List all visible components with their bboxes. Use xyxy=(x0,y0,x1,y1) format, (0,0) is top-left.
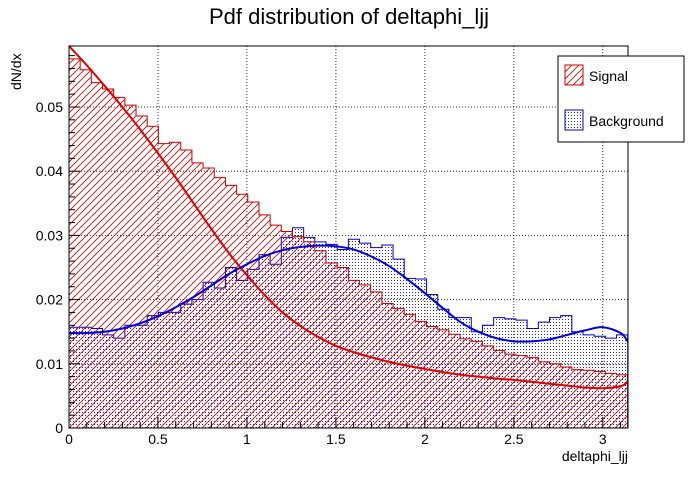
signal-bar xyxy=(560,367,572,428)
signal-bar xyxy=(326,263,338,428)
signal-bar xyxy=(113,97,125,429)
signal-outline xyxy=(68,58,629,428)
signal-bar xyxy=(214,177,226,428)
signal-bar xyxy=(281,231,293,428)
signal-bar xyxy=(549,363,561,428)
signal-bar xyxy=(493,350,505,428)
y-tick-label: 0.02 xyxy=(36,292,63,308)
signal-bar xyxy=(538,361,550,428)
signal-fit-line xyxy=(68,45,629,390)
x-axis-label: deltaphi_ljj xyxy=(562,448,628,464)
legend-signal-label: Signal xyxy=(589,68,628,84)
signal-bar xyxy=(247,202,259,428)
signal-bar xyxy=(594,371,606,428)
signal-bar xyxy=(303,241,315,428)
signal-bar xyxy=(426,326,438,428)
signal-bar xyxy=(258,214,271,428)
x-tick-label: 1 xyxy=(243,431,251,447)
signal-bar xyxy=(348,280,360,428)
x-tick-label: 0.5 xyxy=(148,431,168,447)
signal-bar xyxy=(515,355,528,428)
signal-bar xyxy=(381,303,394,428)
signal-bar xyxy=(292,236,304,428)
y-tick-label: 0.04 xyxy=(36,163,63,179)
legend-signal-swatch xyxy=(564,64,584,86)
signal-bar xyxy=(527,357,539,428)
signal-bar xyxy=(236,194,248,428)
signal-bar xyxy=(203,167,215,428)
y-tick-label: 0.03 xyxy=(36,227,63,243)
signal-bar xyxy=(91,82,103,428)
fit-curves xyxy=(68,45,629,390)
signal-bar xyxy=(571,369,584,428)
y-tick-label: 0.01 xyxy=(36,356,63,372)
legend-background-label: Background xyxy=(589,113,664,129)
signal-bar xyxy=(616,374,628,428)
signal-bar xyxy=(404,314,416,428)
signal-bar xyxy=(225,185,237,428)
signal-bar xyxy=(460,338,472,428)
signal-bar xyxy=(124,105,137,428)
signal-bar xyxy=(504,354,516,428)
x-tick-label: 0 xyxy=(65,431,73,447)
signal-bar xyxy=(102,89,114,428)
signal-bar xyxy=(69,58,81,429)
signal-bar xyxy=(136,115,148,429)
x-tick-label: 2 xyxy=(421,431,429,447)
signal-bar xyxy=(370,291,382,428)
x-tick-label: 3 xyxy=(599,431,607,447)
x-tick-label: 2.5 xyxy=(504,431,524,447)
plot-frame xyxy=(68,45,629,429)
legend: Signal Background xyxy=(557,55,685,143)
x-tick-label: 1.5 xyxy=(326,431,346,447)
background-fit-line xyxy=(68,244,629,343)
axes: 0 0.5 1 1.5 2 2.5 3 0 0.01 0.02 0.03 0.04 0.05 xyxy=(36,45,629,447)
signal-bar xyxy=(583,370,595,428)
signal-bar xyxy=(448,334,461,428)
signal-bar xyxy=(415,321,427,428)
signal-bar xyxy=(147,126,159,428)
signal-bar xyxy=(314,250,327,428)
signal-bar xyxy=(270,225,282,428)
signal-bar xyxy=(158,143,170,428)
signal-bar xyxy=(437,329,449,428)
signal-bar xyxy=(471,341,483,428)
signal-bar xyxy=(393,308,405,428)
signal-bar xyxy=(180,150,192,429)
y-tick-label: 0 xyxy=(55,420,63,436)
signal-bar xyxy=(80,69,92,428)
legend-background-swatch xyxy=(564,109,584,131)
signal-bar xyxy=(605,373,617,428)
y-tick-label: 0.05 xyxy=(36,99,63,115)
y-axis-label: dN/dx xyxy=(8,53,24,90)
signal-bar xyxy=(169,142,181,428)
chart-title: Pdf distribution of deltaphi_ljj xyxy=(209,4,489,29)
signal-bar xyxy=(482,345,494,428)
